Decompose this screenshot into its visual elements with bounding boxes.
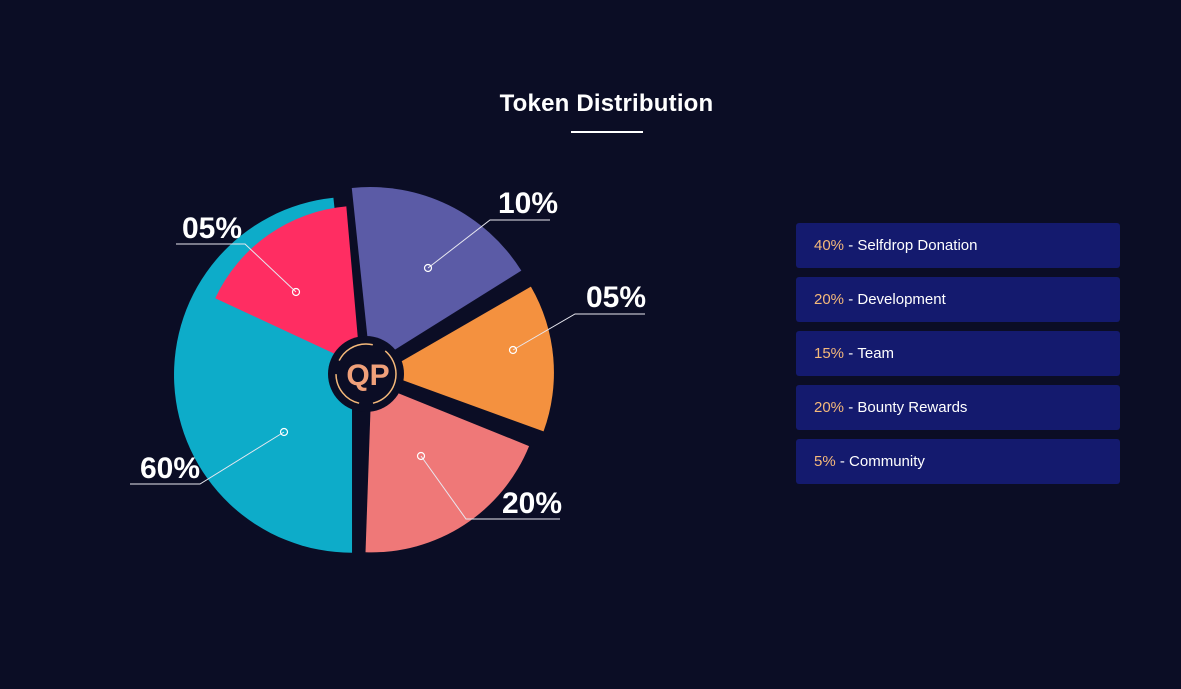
pie-chart: 60% 05% 10% 05% 20% QP <box>130 187 646 553</box>
leader-line <box>176 243 297 293</box>
legend: 40% - Selfdrop Donation 20% - Developmen… <box>796 223 1120 493</box>
title-underline <box>571 131 643 133</box>
pie-slice[interactable] <box>351 187 522 366</box>
legend-item-pct: 20% <box>814 291 845 308</box>
leader-line <box>420 455 560 520</box>
legend-item[interactable]: 20% - Bounty Rewards <box>796 385 1120 430</box>
pie-slice[interactable] <box>215 206 361 366</box>
pie-slice[interactable] <box>365 382 530 553</box>
leader-dot <box>279 427 289 437</box>
pie-slice[interactable] <box>381 286 554 432</box>
legend-item-pct: 20% <box>814 399 845 416</box>
slice-label: 20% <box>502 487 562 520</box>
slice-label: 10% <box>498 187 558 220</box>
legend-item[interactable]: 40% - Selfdrop Donation <box>796 223 1120 268</box>
legend-item-label: Team <box>857 345 895 362</box>
slice-label: 05% <box>182 212 242 245</box>
legend-item-pct: 5% <box>814 453 836 470</box>
legend-item[interactable]: 15% - Team <box>796 331 1120 376</box>
legend-item[interactable]: 20% - Development <box>796 277 1120 322</box>
logo-ring <box>335 343 397 405</box>
slice-label: 05% <box>586 281 646 314</box>
legend-item-label: Selfdrop Donation <box>857 237 978 254</box>
legend-item-pct: 40% <box>814 237 845 254</box>
leader-line <box>512 313 645 351</box>
legend-item-label: Community <box>849 453 925 470</box>
center-hub <box>328 336 404 412</box>
page-title: Token Distribution <box>499 90 714 117</box>
leader-dot <box>423 263 433 273</box>
leader-line <box>130 431 285 485</box>
slice-label: 60% <box>140 452 200 485</box>
leader-dot <box>416 451 426 461</box>
legend-item-pct: 15% <box>814 345 845 362</box>
leader-dot <box>291 287 301 297</box>
center-logo: QP <box>346 359 389 392</box>
legend-item-label: Development <box>857 291 946 308</box>
legend-item-label: Bounty Rewards <box>857 399 968 416</box>
leader-line <box>427 219 550 269</box>
leader-dot <box>508 345 518 355</box>
legend-item[interactable]: 5% - Community <box>796 439 1120 484</box>
